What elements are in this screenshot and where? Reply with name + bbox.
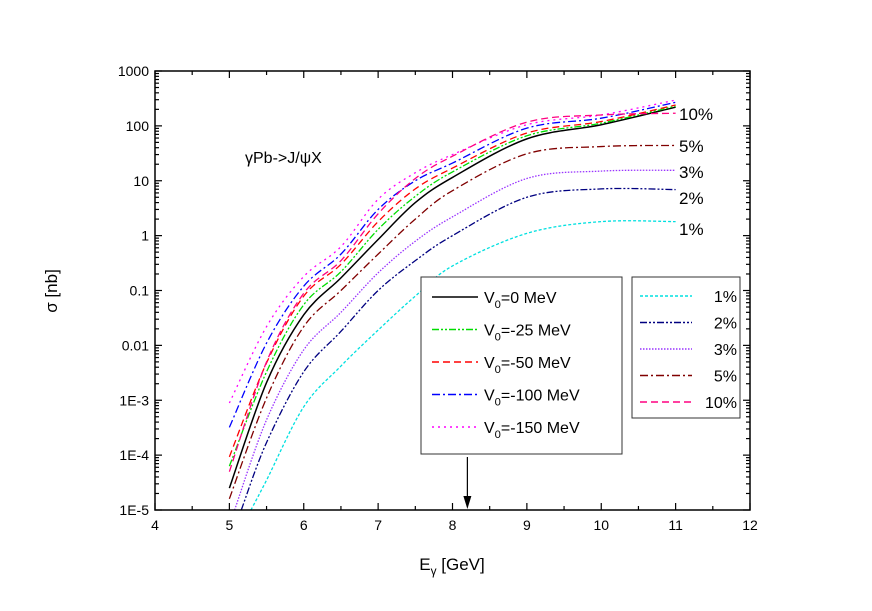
series-layer [228, 99, 676, 511]
y-tick-label: 1E-3 [119, 392, 149, 408]
legend-label: V0=-50 MeV [484, 355, 571, 376]
curve-end-label: 10% [679, 105, 713, 124]
legend-label: 10% [705, 395, 737, 412]
y-tick-label: 10 [133, 173, 149, 189]
end-labels: 1% 2% 3% 5% 10% [679, 105, 713, 239]
x-tick-label: 5 [225, 517, 233, 533]
legend-box-percent [631, 276, 741, 419]
x-tick-label: 4 [151, 517, 159, 533]
x-tick-label: 12 [742, 517, 758, 533]
curve-end-label: 2% [679, 189, 704, 208]
legend-label: V0=-100 MeV [484, 388, 580, 409]
curve-end-label: 3% [679, 163, 704, 182]
legend-label: V0=-25 MeV [484, 323, 571, 344]
x-tick-label: 11 [668, 517, 683, 533]
series-line-0 [228, 106, 676, 489]
legend-layer: V0=0 MeV V0=-25 MeV V0=-50 MeV V0=-100 MeV V… [420, 276, 741, 455]
y-tick-label: 1E-4 [119, 447, 149, 463]
series-line-7 [233, 169, 676, 511]
arrow-head-icon [463, 496, 472, 509]
legend-label: V0=-150 MeV [484, 420, 580, 441]
legend-box-potential [420, 276, 623, 455]
chart-annotation: γPb->J/ψX [245, 150, 322, 167]
y-tick-label: 0.1 [130, 283, 150, 299]
series-line-4 [228, 99, 676, 404]
y-tick-label: 0.01 [122, 337, 149, 353]
curve-end-label: 1% [679, 220, 704, 239]
series-line-8 [228, 144, 676, 500]
y-tick-label: 1E-5 [119, 502, 149, 518]
y-tick-label: 1 [141, 228, 149, 244]
legend-label: 1% [714, 289, 737, 306]
series-line-6 [240, 187, 676, 511]
y-tick-label: 100 [126, 118, 150, 134]
series-line-1 [228, 105, 676, 467]
curve-end-label: 5% [679, 137, 704, 156]
x-tick-label: 10 [593, 517, 609, 533]
series-line-9 [228, 112, 676, 472]
y-tick-label: 1000 [118, 63, 149, 79]
series-line-2 [228, 104, 676, 458]
ticks-layer: 4 5 6 7 8 9 10 11 12 1E-5 1E-4 1E-3 0.01 0.1 1 10 100 100… [118, 63, 758, 533]
x-axis-label: Eγ [GeV] [419, 555, 484, 578]
x-tick-label: 6 [300, 517, 308, 533]
legend-label: 3% [714, 342, 737, 359]
x-tick-label: 8 [449, 517, 457, 533]
y-axis-label: σ [nb] [42, 269, 61, 313]
legend-label: 2% [714, 316, 737, 333]
x-tick-label: 7 [374, 517, 382, 533]
plot-frame [154, 70, 751, 511]
x-tick-label: 9 [523, 517, 531, 533]
legend-label: V0=0 MeV [484, 290, 557, 311]
arrow-marker [463, 457, 472, 509]
legend-label: 5% [714, 369, 737, 386]
